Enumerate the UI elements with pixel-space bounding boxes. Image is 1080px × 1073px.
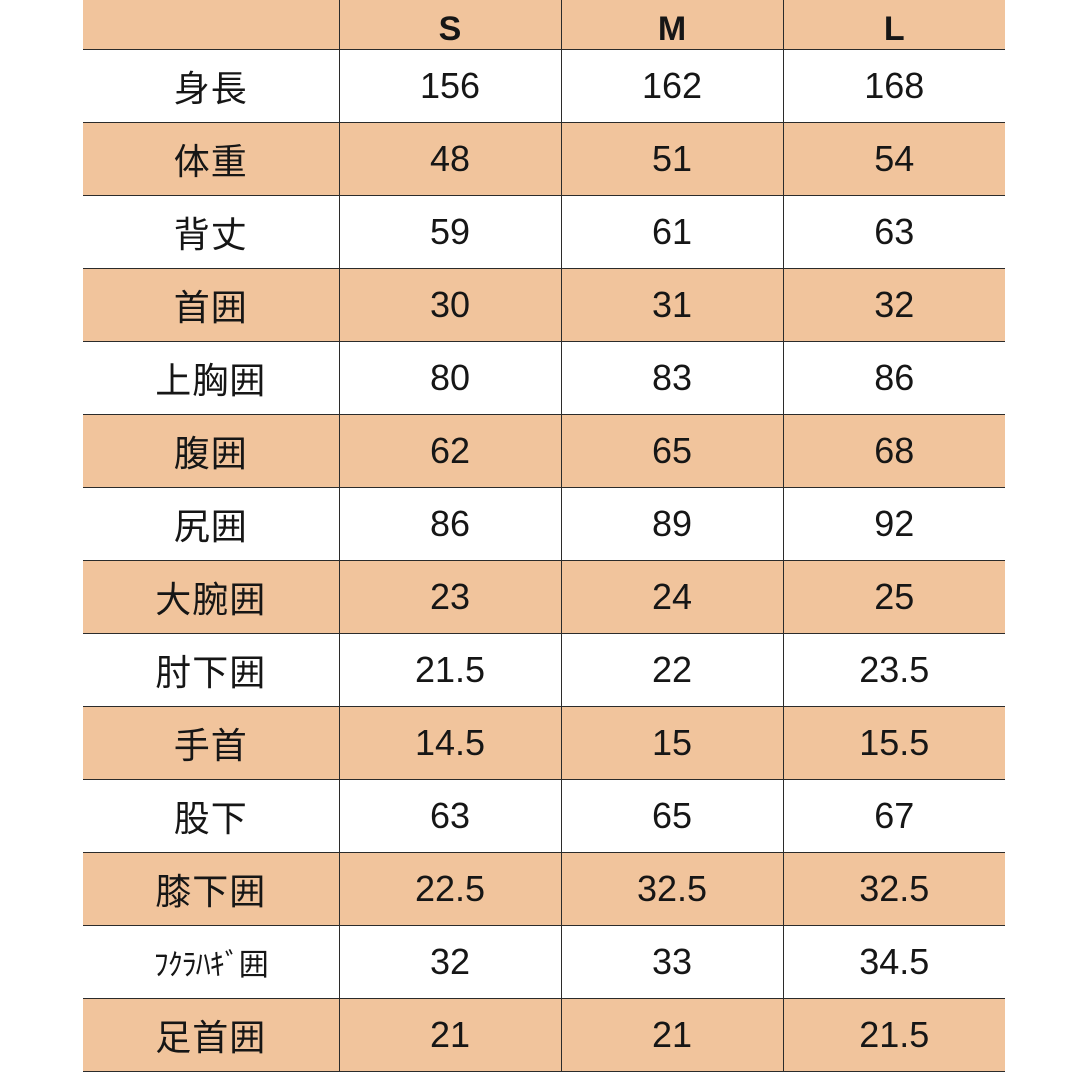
table-row: 大腕囲 23 24 25 — [83, 560, 1005, 634]
table-row: 肘下囲 21.5 22 23.5 — [83, 633, 1005, 707]
cell-l: 63 — [782, 195, 1005, 269]
row-label: 腹囲 — [83, 414, 340, 488]
corner-cell — [83, 0, 340, 50]
cell-s: 32 — [338, 925, 562, 999]
column-header-l: L — [782, 0, 1005, 50]
row-label: 手首 — [83, 706, 340, 780]
table-row: 足首囲 21 21 21.5 — [83, 998, 1005, 1072]
cell-l: 15.5 — [782, 706, 1005, 780]
cell-l: 68 — [782, 414, 1005, 488]
cell-s: 156 — [338, 49, 562, 123]
cell-l: 25 — [782, 560, 1005, 634]
cell-m: 22 — [560, 633, 784, 707]
table-row: 腹囲 62 65 68 — [83, 414, 1005, 488]
row-label: 首囲 — [83, 268, 340, 342]
cell-l: 168 — [782, 49, 1005, 123]
cell-s: 22.5 — [338, 852, 562, 926]
cell-s: 63 — [338, 779, 562, 853]
row-label: 身長 — [83, 49, 340, 123]
table-row: 身長 156 162 168 — [83, 49, 1005, 123]
cell-s: 86 — [338, 487, 562, 561]
cell-m: 31 — [560, 268, 784, 342]
table-row: 上胸囲 80 83 86 — [83, 341, 1005, 415]
cell-s: 14.5 — [338, 706, 562, 780]
cell-m: 89 — [560, 487, 784, 561]
cell-s: 21.5 — [338, 633, 562, 707]
cell-m: 24 — [560, 560, 784, 634]
cell-m: 32.5 — [560, 852, 784, 926]
cell-s: 59 — [338, 195, 562, 269]
header-row: S M L — [83, 0, 1005, 50]
cell-s: 80 — [338, 341, 562, 415]
table-row: 背丈 59 61 63 — [83, 195, 1005, 269]
row-label: 股下 — [83, 779, 340, 853]
size-chart-table: S M L 身長 156 162 168 体重 48 51 54 背丈 59 6… — [83, 0, 1005, 1072]
row-label: 背丈 — [83, 195, 340, 269]
row-label: 膝下囲 — [83, 852, 340, 926]
column-header-s: S — [338, 0, 562, 50]
table-row: 股下 63 65 67 — [83, 779, 1005, 853]
cell-l: 32.5 — [782, 852, 1005, 926]
cell-l: 34.5 — [782, 925, 1005, 999]
row-label: 足首囲 — [83, 998, 340, 1072]
row-label: 尻囲 — [83, 487, 340, 561]
cell-m: 21 — [560, 998, 784, 1072]
cell-s: 23 — [338, 560, 562, 634]
cell-m: 15 — [560, 706, 784, 780]
table-row: 尻囲 86 89 92 — [83, 487, 1005, 561]
row-label: ﾌｸﾗﾊｷﾞ囲 — [83, 925, 340, 999]
cell-s: 48 — [338, 122, 562, 196]
cell-m: 33 — [560, 925, 784, 999]
table-row: 首囲 30 31 32 — [83, 268, 1005, 342]
cell-m: 51 — [560, 122, 784, 196]
cell-l: 67 — [782, 779, 1005, 853]
cell-l: 23.5 — [782, 633, 1005, 707]
cell-m: 65 — [560, 779, 784, 853]
cell-m: 61 — [560, 195, 784, 269]
row-label: 上胸囲 — [83, 341, 340, 415]
cell-m: 162 — [560, 49, 784, 123]
table-row: 体重 48 51 54 — [83, 122, 1005, 196]
row-label: 体重 — [83, 122, 340, 196]
cell-l: 54 — [782, 122, 1005, 196]
cell-m: 65 — [560, 414, 784, 488]
row-label: 大腕囲 — [83, 560, 340, 634]
cell-l: 92 — [782, 487, 1005, 561]
table-row: ﾌｸﾗﾊｷﾞ囲 32 33 34.5 — [83, 925, 1005, 999]
table-row: 膝下囲 22.5 32.5 32.5 — [83, 852, 1005, 926]
cell-l: 32 — [782, 268, 1005, 342]
cell-m: 83 — [560, 341, 784, 415]
table-row: 手首 14.5 15 15.5 — [83, 706, 1005, 780]
cell-s: 30 — [338, 268, 562, 342]
column-header-m: M — [560, 0, 784, 50]
cell-l: 21.5 — [782, 998, 1005, 1072]
cell-l: 86 — [782, 341, 1005, 415]
cell-s: 21 — [338, 998, 562, 1072]
cell-s: 62 — [338, 414, 562, 488]
row-label: 肘下囲 — [83, 633, 340, 707]
